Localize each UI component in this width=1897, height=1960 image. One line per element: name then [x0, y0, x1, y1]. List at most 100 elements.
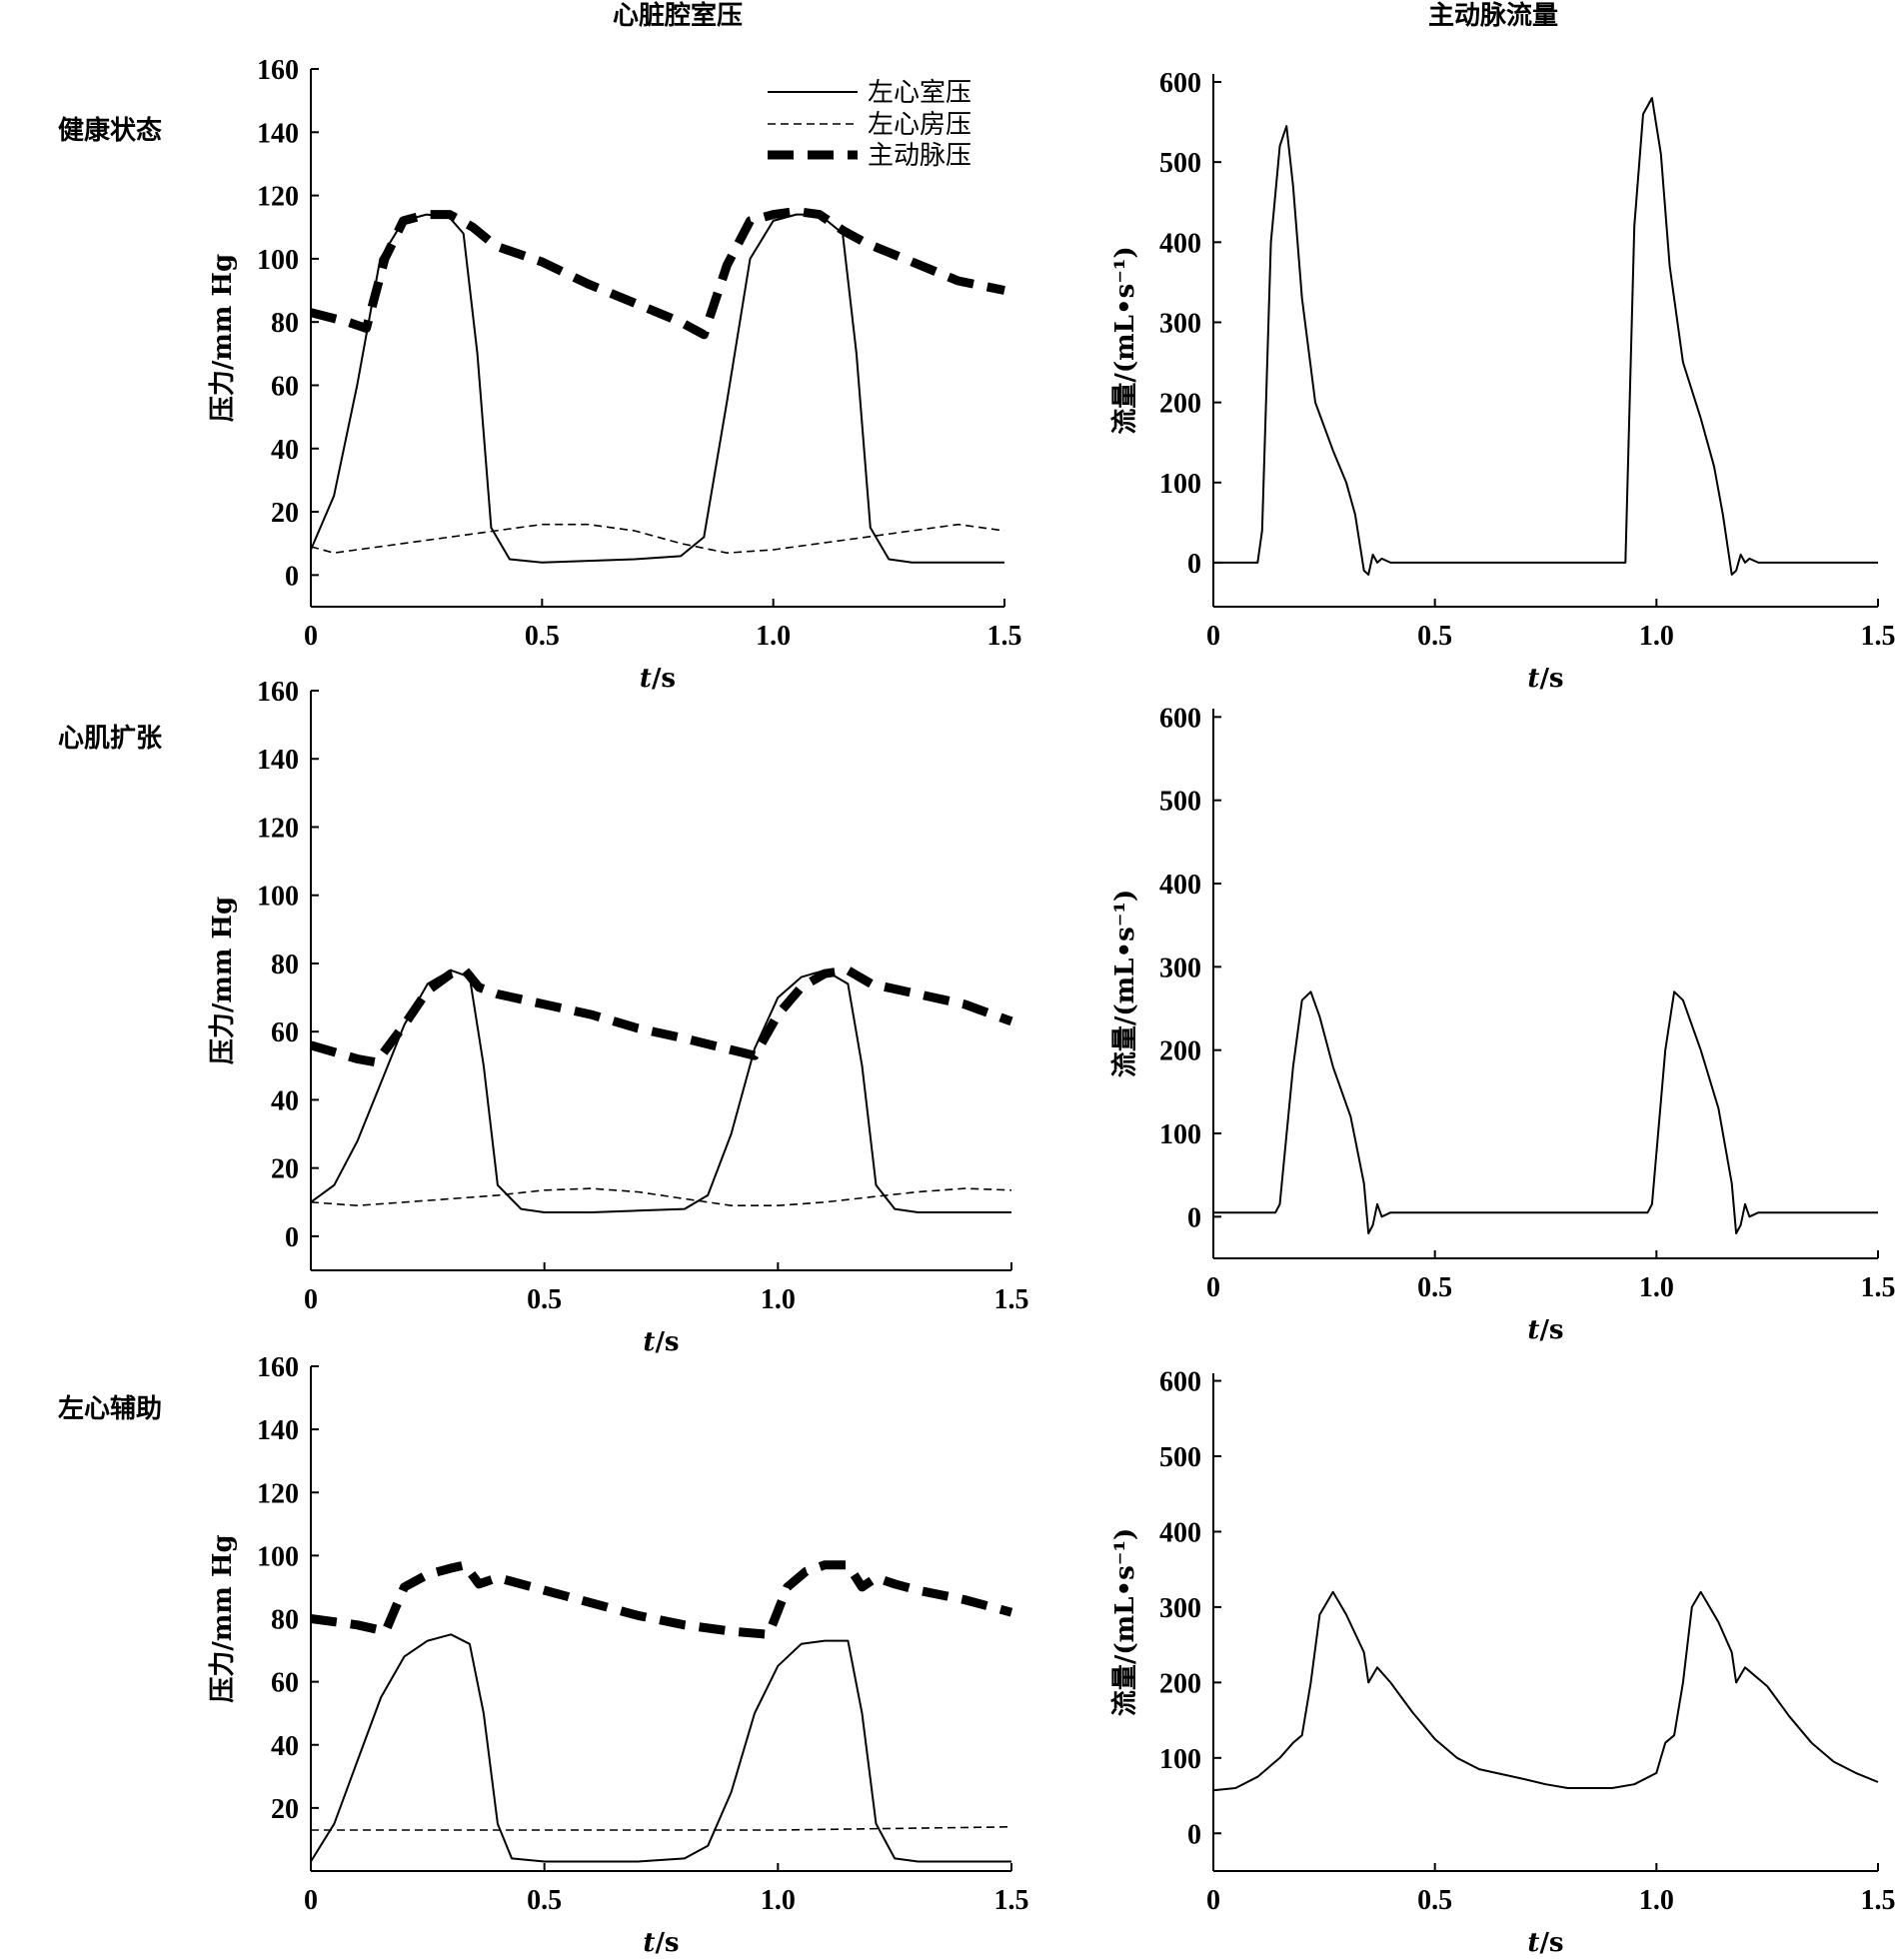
y-axis-title: 流量/(mL•s⁻¹): [1110, 890, 1140, 1077]
y-tick-label: 400: [1159, 1517, 1201, 1548]
x-axis-title: t/s: [1527, 1928, 1563, 1958]
y-tick-label: 20: [271, 498, 299, 529]
series-line-1: [311, 1826, 1012, 1831]
x-tick-label: 1.0: [1639, 621, 1674, 652]
y-tick-label: 60: [271, 1017, 299, 1048]
y-tick-label: 600: [1159, 703, 1201, 734]
x-tick-label: 0: [1206, 1885, 1220, 1916]
y-tick-label: 160: [257, 1352, 299, 1383]
row-title-healthy: 健康状态: [58, 115, 162, 146]
x-tick-label: 0: [304, 1284, 318, 1315]
y-tick-label: 120: [257, 182, 299, 213]
legend: 左心室压 左心房压 主动脉压: [768, 78, 971, 171]
legend-label-aortic-pressure: 主动脉压: [868, 141, 971, 171]
y-tick-label: 100: [257, 1541, 299, 1572]
x-tick-label: 0: [304, 621, 318, 652]
x-tick-label: 0.5: [1417, 1885, 1452, 1916]
y-tick-label: 60: [271, 371, 299, 402]
column-title-aortic-flow: 主动脉流量: [1428, 1, 1558, 31]
y-tick-label: 200: [1159, 1668, 1201, 1699]
panel-healthy-flow: 0 100 200 300 400 500 600 0 0.5 1.0 1.5 t/s 流量/(mL•s…: [1110, 68, 1896, 694]
series-line-0: [310, 1633, 1011, 1863]
y-axis-title: 压力/mm Hg: [208, 897, 238, 1064]
y-tick-label: 20: [271, 1794, 299, 1825]
column-title-chamber-pressure: 心脏腔室压: [613, 0, 743, 31]
series-line-2: [309, 206, 1005, 340]
panel-lvad-flow: 0 100 200 300 400 500 600 0 0.5 1.0 1.5 t/s 流量/(mL•s…: [1110, 1367, 1896, 1958]
x-tick-label: 0: [304, 1885, 318, 1916]
y-tick-label: 80: [271, 1605, 299, 1636]
y-tick-label: 400: [1159, 870, 1201, 901]
y-tick-label: 500: [1159, 148, 1201, 179]
y-tick-label: 600: [1159, 1367, 1201, 1398]
x-axis-title: t/s: [640, 664, 676, 694]
x-tick-label: 1.5: [994, 1885, 1029, 1916]
x-tick-label: 0.5: [1417, 621, 1452, 652]
y-tick-label: 40: [271, 435, 299, 466]
panel-healthy-pressure: 0 20 40 60 80 100 120 140 160 0 0.5 1.0 1.5 t/s 压力/mm …: [208, 55, 1022, 694]
x-tick-label: 1.5: [1861, 621, 1896, 652]
y-tick-label: 120: [257, 1478, 299, 1509]
x-tick-label: 1.5: [994, 1284, 1029, 1315]
y-tick-label: 200: [1159, 389, 1201, 420]
y-tick-label: 100: [1159, 1744, 1201, 1775]
row-title-dilated-cardiomyopathy: 心肌扩张: [58, 724, 163, 754]
y-tick-label: 0: [285, 1222, 299, 1253]
x-axis-title: t/s: [1527, 664, 1563, 694]
row-title-lvad: 左心辅助: [58, 1394, 162, 1424]
y-axis-title: 流量/(mL•s⁻¹): [1110, 246, 1140, 434]
y-tick-label: 100: [1159, 469, 1201, 500]
x-tick-label: 1.0: [756, 621, 791, 652]
series-line-2: [309, 966, 1013, 1067]
y-tick-label: 140: [257, 118, 299, 149]
y-tick-label: 500: [1159, 787, 1201, 818]
x-tick-label: 1.0: [1639, 1272, 1674, 1303]
series-line-1: [310, 523, 1005, 555]
series-line-0: [1212, 1590, 1879, 1792]
x-tick-label: 0: [1206, 621, 1220, 652]
x-tick-label: 0.5: [527, 1284, 562, 1315]
y-tick-label: 140: [257, 1415, 299, 1446]
y-tick-label: 0: [1187, 1202, 1201, 1233]
x-tick-label: 0: [1206, 1272, 1220, 1303]
y-tick-label: 100: [257, 245, 299, 276]
y-tick-label: 160: [257, 677, 299, 708]
x-tick-label: 0.5: [1417, 1272, 1452, 1303]
y-tick-label: 80: [271, 308, 299, 339]
x-tick-label: 1.0: [761, 1284, 796, 1315]
series-line-0: [1213, 97, 1878, 576]
legend-label-lv-pressure: 左心室压: [868, 78, 971, 108]
y-axis-title: 压力/mm Hg: [208, 254, 238, 422]
y-tick-label: 100: [1159, 1119, 1201, 1150]
x-tick-label: 1.5: [1861, 1272, 1896, 1303]
series-line-0: [1213, 990, 1878, 1234]
series-line-0: [310, 213, 1004, 564]
y-tick-label: 400: [1159, 228, 1201, 259]
x-tick-label: 0.5: [525, 621, 560, 652]
legend-label-la-pressure: 左心房压: [868, 110, 971, 140]
y-tick-label: 120: [257, 813, 299, 844]
y-tick-label: 80: [271, 950, 299, 980]
x-tick-label: 1.5: [1861, 1885, 1896, 1916]
x-tick-label: 1.5: [987, 621, 1022, 652]
x-tick-label: 1.0: [1639, 1885, 1674, 1916]
y-tick-label: 40: [271, 1085, 299, 1116]
y-axis-title: 压力/mm Hg: [208, 1534, 238, 1702]
y-tick-label: 100: [257, 882, 299, 913]
y-tick-label: 300: [1159, 1593, 1201, 1624]
y-tick-label: 0: [1187, 1819, 1201, 1850]
y-tick-label: 300: [1159, 308, 1201, 339]
y-axis-title: 流量/(mL•s⁻¹): [1110, 1528, 1140, 1716]
y-tick-label: 60: [271, 1668, 299, 1699]
y-tick-label: 0: [285, 561, 299, 592]
y-tick-label: 160: [257, 55, 299, 86]
x-axis-title: t/s: [643, 1928, 679, 1958]
x-axis-title: t/s: [1527, 1315, 1563, 1345]
series-line-1: [310, 1187, 1012, 1206]
y-tick-label: 20: [271, 1154, 299, 1185]
series-line-2: [310, 1560, 1013, 1639]
y-tick-label: 40: [271, 1731, 299, 1762]
y-tick-label: 300: [1159, 953, 1201, 983]
panel-dilated-flow: 0 100 200 300 400 500 600 0 0.5 1.0 1.5 t/s 流量/(mL•s…: [1110, 703, 1896, 1345]
